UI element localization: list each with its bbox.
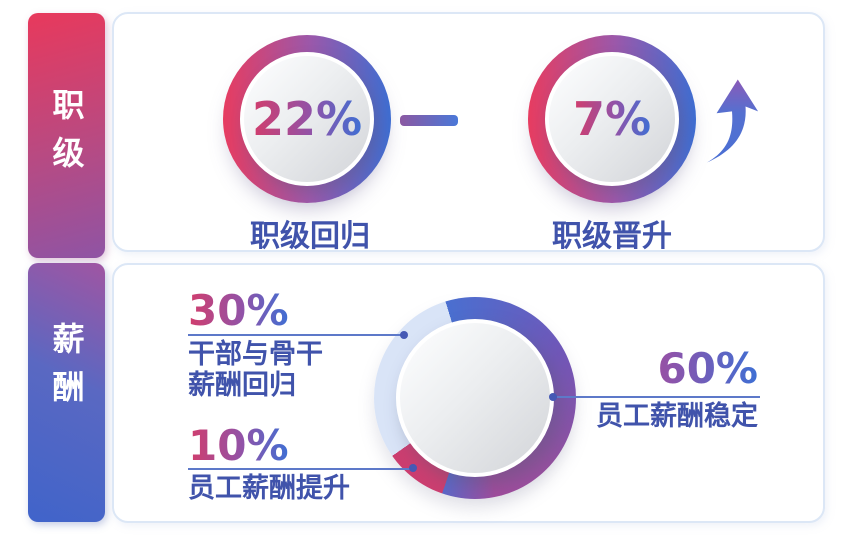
callout-label-60: 员工薪酬稳定	[596, 401, 758, 432]
kpi-inner-circle-promotion: 7%	[545, 52, 679, 186]
callout-label-30: 干部与骨干 薪酬回归	[188, 339, 323, 401]
callout-line-10	[188, 468, 414, 470]
callout-value-30: 30%	[188, 286, 289, 335]
curved-up-arrow-icon	[706, 79, 759, 163]
callout-value-60: 60%	[558, 348, 758, 390]
section-tab-job-level-label: 职级	[47, 87, 86, 184]
callout-dot-30	[400, 331, 408, 339]
donut-hole	[396, 319, 554, 477]
kpi-caption-promotion: 职级晋升	[552, 219, 672, 254]
callout-line-30	[188, 334, 406, 336]
callout-label-10: 员工薪酬提升	[188, 473, 350, 504]
kpi-inner-circle-regression: 22%	[240, 52, 374, 186]
section-tab-job-level: 职级	[28, 13, 105, 258]
callout-label-30-line2: 薪酬回归	[188, 370, 296, 401]
kpi-value-regression: 22%	[251, 92, 363, 146]
callout-line-60	[557, 396, 760, 398]
callout-value-10: 10%	[188, 421, 289, 470]
kpi-value-promotion: 7%	[572, 92, 652, 146]
section-tab-compensation-label: 薪酬	[47, 321, 86, 418]
callout-label-30-line1: 干部与骨干	[188, 339, 323, 370]
callout-dot-60	[549, 393, 557, 401]
kpi-caption-regression: 职级回归	[250, 219, 370, 254]
callout-dot-10	[409, 464, 417, 472]
section-tab-compensation: 薪酬	[28, 263, 105, 522]
minus-icon	[400, 115, 458, 126]
